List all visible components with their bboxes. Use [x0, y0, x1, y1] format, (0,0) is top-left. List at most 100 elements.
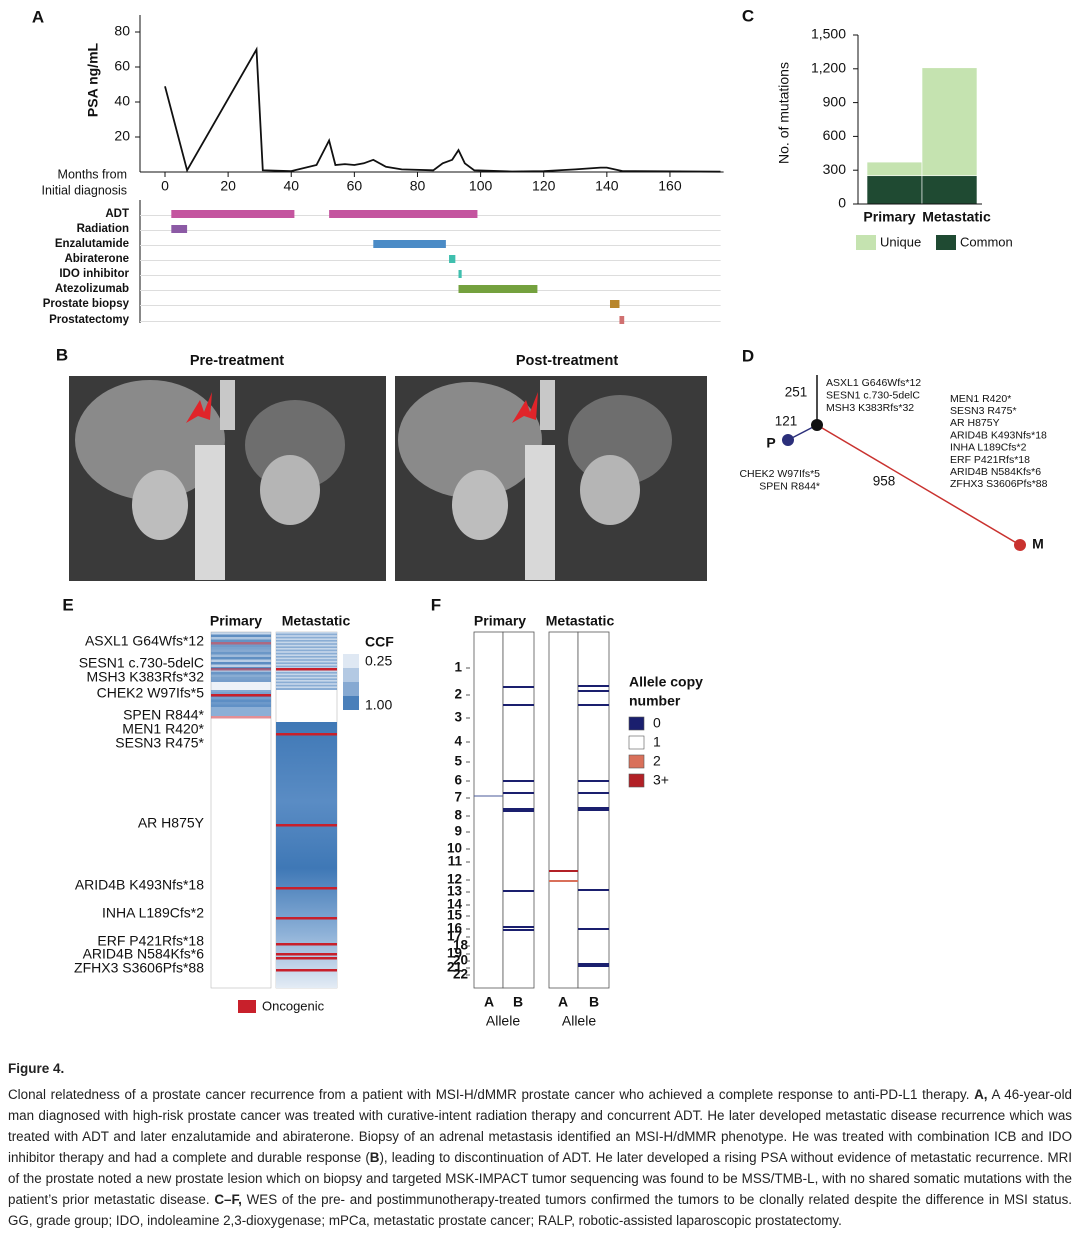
- caption-text: ), leading to discontinuation of ADT. He…: [8, 1150, 1072, 1207]
- heatmap-cell: [276, 683, 337, 685]
- panel-label: B: [56, 345, 68, 364]
- heatmap-cell: [211, 672, 271, 675]
- column-label: Primary: [210, 613, 262, 629]
- cn-segment: [578, 928, 609, 930]
- bar-segment: [866, 161, 923, 177]
- image-title: Post-treatment: [516, 353, 618, 369]
- oncogenic-mark: [276, 957, 337, 960]
- y-tick-label: 1,500: [811, 26, 846, 42]
- y-tick-label: 40: [114, 93, 130, 109]
- row-label: IDO inhibitor: [59, 268, 129, 280]
- gene-label: ERF P421Rfs*18: [97, 933, 204, 949]
- heatmap-cell: [276, 638, 337, 640]
- oncogenic-mark: [276, 887, 337, 890]
- heatmap-cell: [211, 644, 271, 647]
- heatmap-cell: [276, 641, 337, 644]
- caption-text: Clonal relatedness of a prostate cancer …: [8, 1087, 975, 1102]
- branch-length: 251: [785, 385, 808, 400]
- y-axis-label: PSA ng/mL: [85, 42, 101, 117]
- oncogenic-mark: [211, 716, 271, 719]
- mutation: MSH3 K383Rfs*32: [826, 402, 914, 414]
- treatment-bar: [373, 240, 446, 248]
- legend-swatch: [856, 235, 876, 250]
- caption-text: C–F,: [214, 1192, 242, 1207]
- node-label: M: [1032, 536, 1044, 552]
- ccf-legend-swatch: [343, 654, 359, 668]
- panel-label: C: [742, 6, 754, 25]
- row-label: Radiation: [77, 223, 129, 235]
- oncogenic-mark: [276, 668, 337, 671]
- y-tick-label: 300: [823, 161, 847, 177]
- cn-segment: [503, 780, 534, 782]
- panel-label: D: [742, 346, 754, 365]
- allele-label: B: [589, 994, 599, 1010]
- chromosome-label: 13: [447, 884, 463, 899]
- treatment-bar: [609, 300, 620, 308]
- axis-label: Allele: [562, 1013, 596, 1029]
- heatmap-cell: [211, 637, 271, 640]
- cn-segment: [549, 880, 578, 882]
- chromosome-label: 7: [454, 790, 462, 805]
- allele-track: [548, 631, 579, 989]
- x-tick-label: Primary: [863, 209, 915, 225]
- x-tick-label: 160: [658, 178, 682, 194]
- cn-segment: [578, 807, 609, 811]
- panel-label: F: [431, 595, 441, 614]
- chromosome-label: 20: [453, 953, 468, 968]
- mutation: AR H875Y: [950, 417, 1000, 429]
- gene-label: ARID4B N584Kfs*6: [83, 946, 205, 962]
- legend-label: 2: [653, 753, 661, 769]
- gene-label: SPEN R844*: [123, 707, 204, 723]
- x-tick-label: Metastatic: [922, 209, 991, 225]
- x-tick-label: 60: [347, 178, 363, 194]
- gene-label: MEN1 R420*: [122, 721, 204, 737]
- cn-segment: [578, 704, 609, 706]
- treatment-bar: [329, 210, 478, 218]
- axis-label: Allele: [486, 1013, 520, 1029]
- heatmap-cell: [211, 682, 271, 685]
- caption-text: A,: [974, 1087, 988, 1102]
- treatment-bar: [619, 316, 625, 324]
- mutation: SPEN R844*: [759, 480, 820, 492]
- oncogenic-mark: [211, 642, 271, 645]
- oncogenic-mark: [276, 953, 337, 956]
- mutation: INHA L189Cfs*2: [950, 442, 1027, 454]
- mutation: SESN3 R475*: [950, 405, 1017, 417]
- column-label: Metastatic: [546, 613, 615, 629]
- heatmap-cell: [276, 660, 337, 663]
- cn-segment: [503, 810, 534, 812]
- heatmap-cell: [276, 644, 337, 647]
- legend-title: CCF: [365, 634, 394, 650]
- mutation: SESN1 c.730-5delC: [826, 389, 920, 401]
- allele-label: A: [558, 994, 568, 1010]
- y-tick-label: 80: [114, 23, 130, 39]
- mutation: ASXL1 G646Wfs*12: [826, 377, 921, 389]
- caption-title: Figure 4.: [8, 1061, 65, 1076]
- bar-segment: [866, 175, 923, 205]
- chromosome-label: 10: [447, 841, 462, 856]
- node-label: P: [766, 435, 775, 451]
- cn-segment: [503, 686, 534, 688]
- legend-swatch: [628, 735, 645, 750]
- x-axis-label: Initial diagnosis: [42, 183, 127, 197]
- x-tick-label: 20: [220, 178, 236, 194]
- heatmap-cell: [211, 647, 271, 650]
- y-tick-label: 1,200: [811, 60, 846, 76]
- oncogenic-mark: [276, 943, 337, 946]
- y-tick-label: 900: [823, 93, 847, 109]
- cn-segment: [578, 963, 609, 967]
- x-tick-label: 120: [532, 178, 556, 194]
- oncogenic-mark: [276, 733, 337, 736]
- cn-segment: [578, 690, 609, 692]
- heatmap-cell: [276, 670, 337, 672]
- legend-label: 1: [653, 734, 661, 750]
- legend-label: Oncogenic: [262, 998, 325, 1013]
- cn-segment: [503, 929, 534, 931]
- legend-title: number: [629, 693, 681, 709]
- heatmap-cell: [211, 674, 271, 677]
- heatmap-cell: [211, 654, 271, 657]
- heatmap-cell: [211, 690, 271, 716]
- legend-title: Allele copy: [629, 674, 703, 690]
- gene-label: ASXL1 G64Wfs*12: [85, 633, 204, 649]
- y-tick-label: 60: [114, 58, 130, 74]
